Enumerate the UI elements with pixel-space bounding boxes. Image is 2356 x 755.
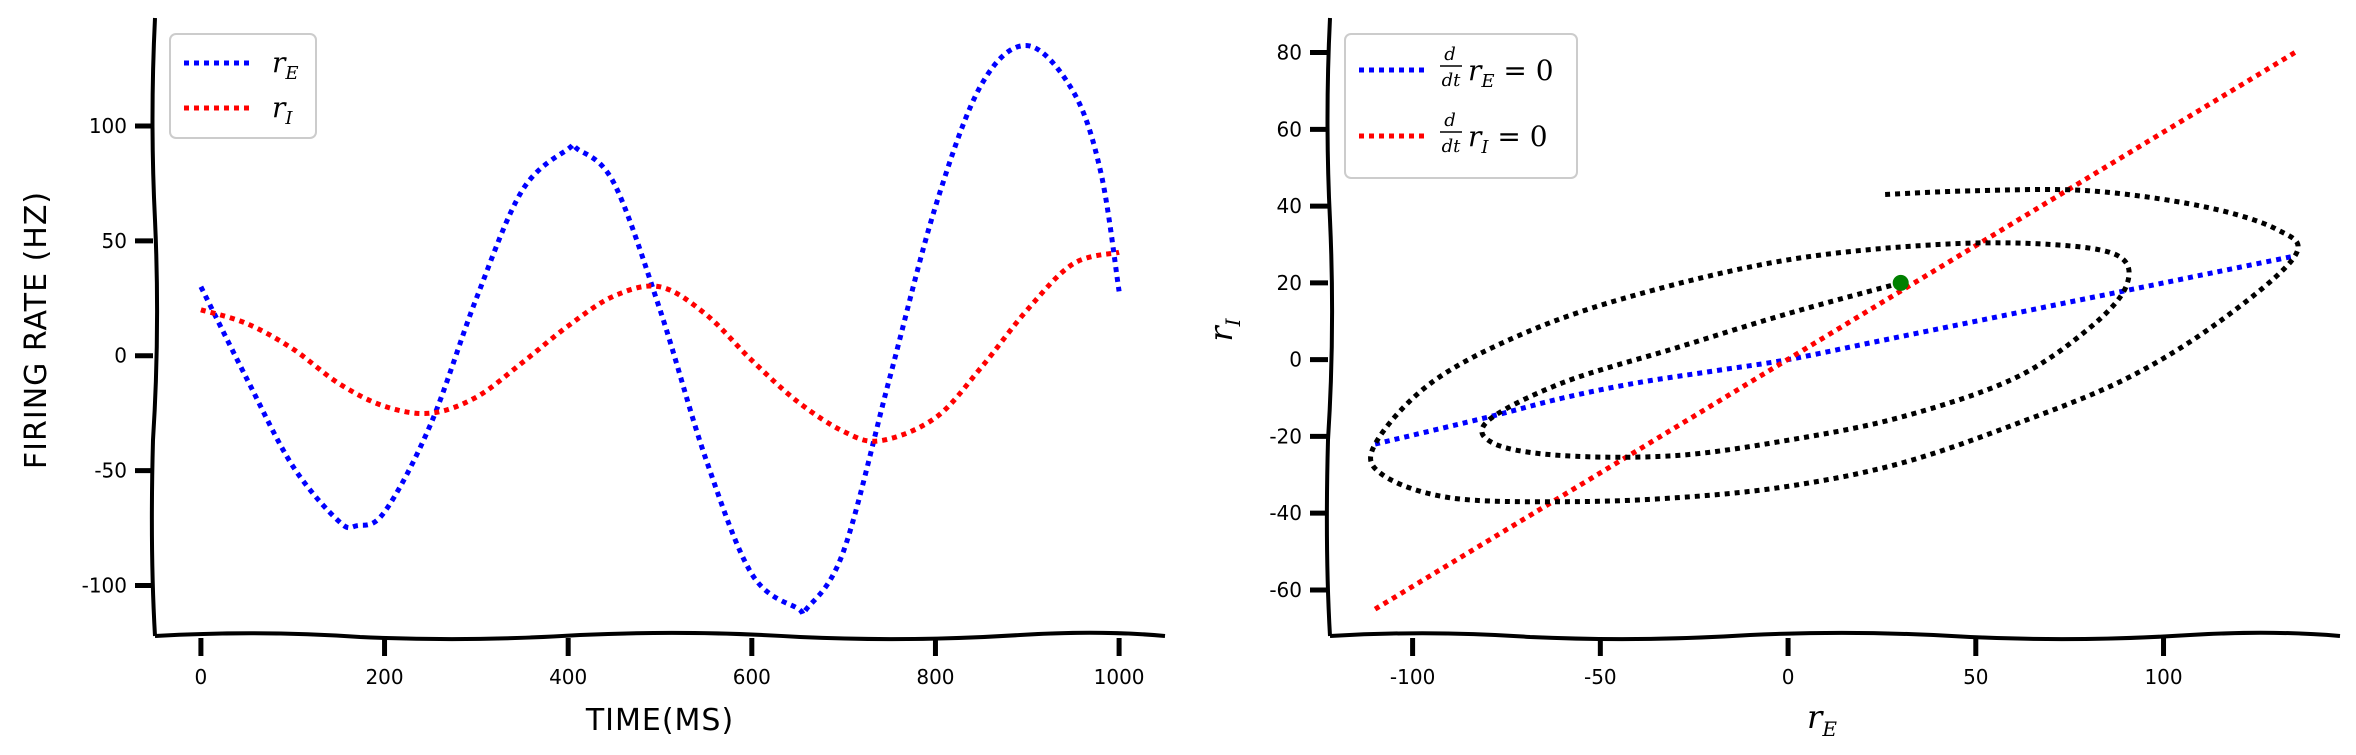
- svg-text:d: d: [1444, 110, 1456, 131]
- right-y-tick-label: 60: [1277, 117, 1302, 141]
- svg-text:rE = 0: rE = 0: [1468, 54, 1554, 92]
- right-y-tick-label: 20: [1277, 271, 1302, 295]
- right-x-axis-spine: [1329, 630, 2341, 642]
- left-x-axis-spine: [154, 630, 1166, 642]
- left-y-tick-label: 0: [114, 344, 127, 368]
- right-x-tick-label: -100: [1390, 665, 1435, 689]
- right-lines: [1368, 50, 2301, 612]
- left-legend-label-ri: rI: [272, 91, 293, 129]
- right-x-tick-label: -50: [1584, 665, 1617, 689]
- left-series-line-0: [198, 43, 1122, 617]
- left-x-tick-label: 600: [733, 665, 771, 689]
- left-y-tick-label: 50: [102, 229, 127, 253]
- left-legend-box: [169, 33, 317, 139]
- left-x-tick-label: 800: [916, 665, 954, 689]
- right-y-tick-label: 40: [1277, 194, 1302, 218]
- right-legend-label-drI: d dt rI = 0: [1440, 110, 1548, 158]
- right-series-line-0: [1374, 253, 2296, 447]
- right-y-tick-label: 80: [1277, 41, 1302, 65]
- left-ticks: 0 200 400 600 800 1000 -100 -50 0 50 100: [82, 114, 1145, 689]
- left-series-line-1: [200, 249, 1120, 444]
- left-x-tick-label: 1000: [1094, 665, 1145, 689]
- right-x-tick-label: 100: [2144, 665, 2182, 689]
- left-y-tick-label: -100: [82, 573, 127, 597]
- left-x-tick-label: 400: [549, 665, 587, 689]
- right-y-axis-spine: [1324, 17, 1335, 637]
- left-legend: rE rI: [169, 33, 317, 139]
- svg-text:d: d: [1444, 44, 1456, 65]
- left-lines: [198, 43, 1122, 617]
- right-y-tick-label: -20: [1269, 424, 1302, 448]
- right-axes: -100 -50 0 50 100 -60 -40 -20 0 20 40 60 80 rE rI d …: [1202, 17, 2341, 741]
- svg-text:dt: dt: [1442, 136, 1462, 157]
- right-series-line-2: [1368, 186, 2301, 505]
- right-ticks: -100 -50 0 50 100 -60 -40 -20 0 20 40 60 80: [1269, 41, 2182, 689]
- svg-text:rI = 0: rI = 0: [1468, 120, 1548, 158]
- right-series-point-3: [1892, 274, 1909, 291]
- right-x-axis-label: rE: [1807, 698, 1837, 741]
- left-y-axis-spine: [149, 17, 160, 637]
- right-y-tick-label: 0: [1289, 348, 1302, 372]
- right-y-tick-label: -60: [1269, 578, 1302, 602]
- right-y-axis-label: rI: [1202, 317, 1245, 341]
- right-y-tick-label: -40: [1269, 501, 1302, 525]
- left-x-tick-label: 0: [195, 665, 208, 689]
- right-legend: d dt rE = 0 d dt rI = 0: [1344, 33, 1578, 179]
- right-x-tick-label: 50: [1963, 665, 1988, 689]
- left-y-tick-label: 100: [89, 114, 127, 138]
- left-x-tick-label: 200: [365, 665, 403, 689]
- left-x-axis-label: TIME(MS): [585, 703, 734, 738]
- right-legend-label-drE: d dt rE = 0: [1440, 44, 1554, 92]
- left-y-tick-label: -50: [94, 459, 127, 483]
- svg-text:dt: dt: [1442, 70, 1462, 91]
- left-y-axis-label: FIRING RATE (HZ): [19, 191, 54, 469]
- left-legend-label-re: rE: [272, 46, 299, 84]
- right-series-line-1: [1373, 50, 2297, 612]
- right-x-tick-label: 0: [1782, 665, 1795, 689]
